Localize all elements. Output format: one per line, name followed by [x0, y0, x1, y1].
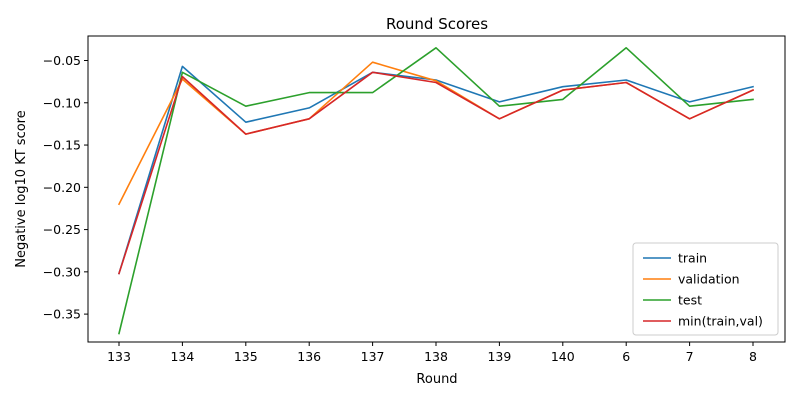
series-line-validation: [117, 61, 755, 206]
y-tick-label: −0.35: [43, 307, 81, 322]
legend-label: min(train,val): [678, 314, 763, 329]
legend: train validation test min(train,val): [632, 242, 779, 336]
y-tick-label: −0.30: [43, 264, 81, 279]
legend-label: train: [678, 251, 707, 266]
x-tick-label: 134: [170, 349, 194, 364]
x-tick-label: 6: [622, 349, 630, 364]
y-axis-label: Negative log10 KT score: [14, 110, 29, 268]
x-tick-label: 133: [107, 349, 131, 364]
y-tick-label: −0.20: [43, 180, 81, 195]
x-axis-ticks: 133 134 135 136 137 138 139 140 6 7 8: [107, 342, 757, 364]
x-tick-label: 7: [686, 349, 694, 364]
y-tick-label: −0.15: [43, 138, 81, 153]
x-tick-label: 137: [361, 349, 385, 364]
y-tick-label: −0.10: [43, 95, 81, 110]
legend-box: [632, 242, 779, 336]
y-tick-label: −0.05: [43, 53, 81, 68]
x-tick-label: 139: [487, 349, 511, 364]
x-tick-label: 8: [749, 349, 757, 364]
x-axis-label: Round: [416, 372, 457, 387]
legend-label: validation: [678, 272, 740, 287]
y-axis-ticks: −0.35 −0.30 −0.25 −0.20 −0.15 −0.10 −0.05: [43, 53, 88, 322]
chart-title: Round Scores: [386, 15, 488, 33]
x-tick-label: 140: [551, 349, 575, 364]
series-layer: [117, 46, 755, 335]
legend-label: test: [678, 293, 702, 308]
series-line-train: [118, 65, 754, 275]
x-tick-label: 135: [234, 349, 258, 364]
series-line-test: [118, 46, 754, 335]
y-tick-label: −0.25: [43, 222, 81, 237]
x-tick-label: 136: [297, 349, 321, 364]
x-tick-label: 138: [424, 349, 448, 364]
